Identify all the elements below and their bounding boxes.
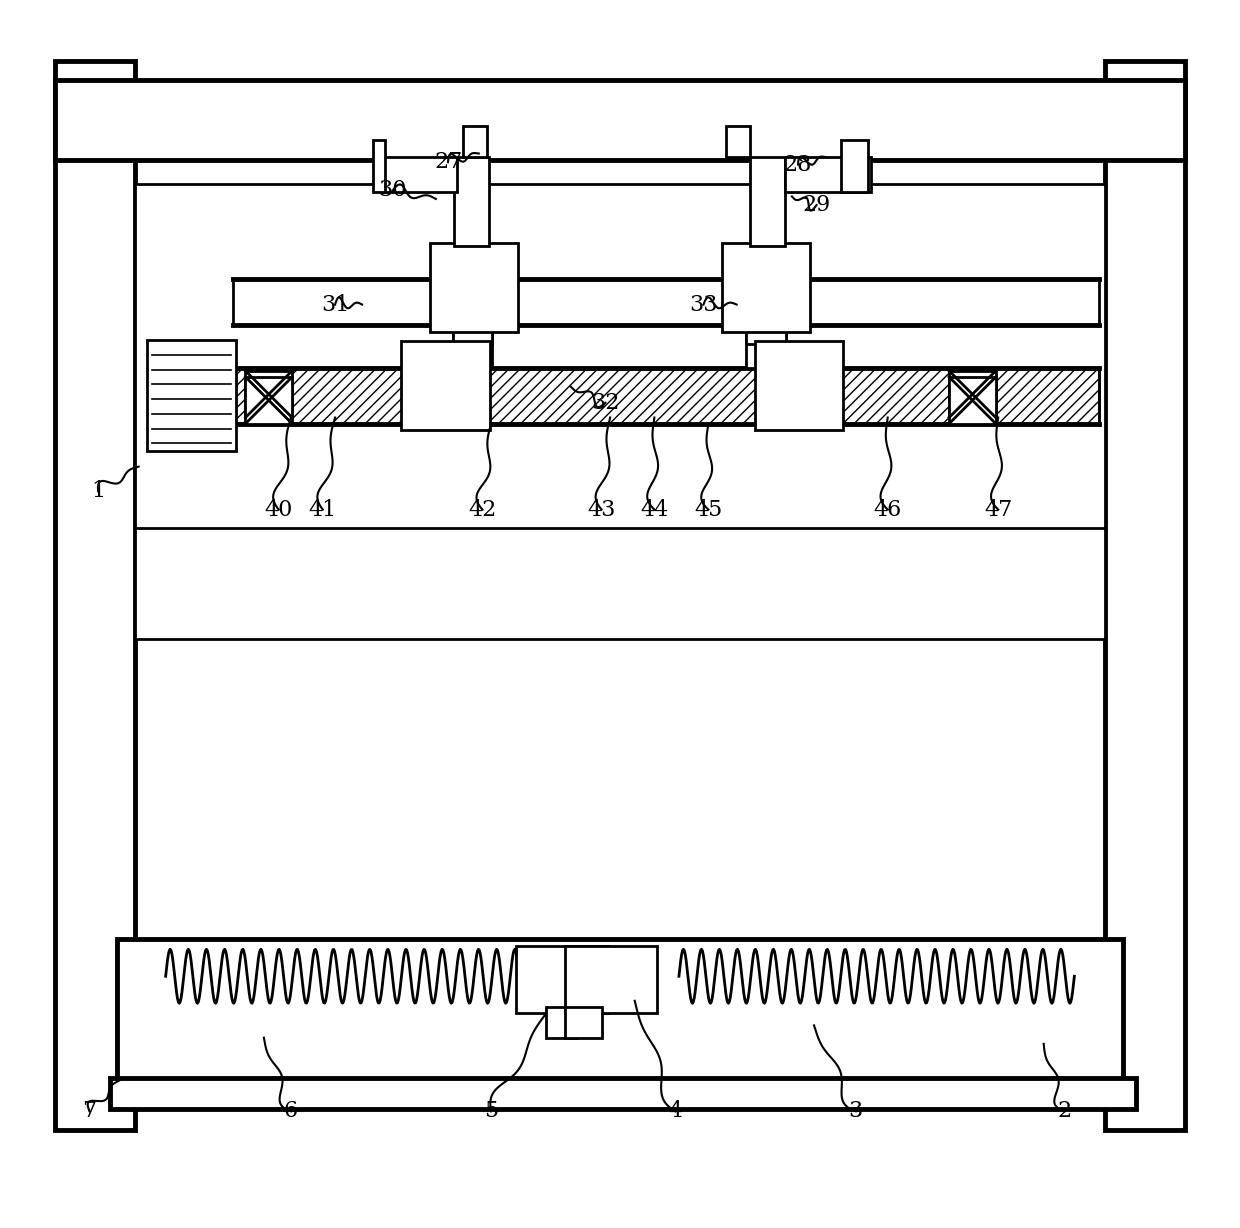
Bar bbox=[547, 1007, 577, 1038]
Bar bbox=[135, 184, 1105, 534]
Text: 2: 2 bbox=[1058, 1100, 1071, 1122]
Text: 29: 29 bbox=[802, 194, 831, 216]
Bar bbox=[750, 157, 785, 246]
Text: 47: 47 bbox=[985, 499, 1012, 521]
Text: 5: 5 bbox=[484, 1100, 498, 1122]
Text: 32: 32 bbox=[591, 392, 620, 414]
Bar bbox=[516, 946, 608, 1013]
Text: 6: 6 bbox=[284, 1100, 298, 1122]
Bar bbox=[1105, 61, 1185, 1130]
Bar bbox=[110, 1078, 1136, 1109]
Bar bbox=[373, 140, 386, 192]
Bar bbox=[233, 279, 1099, 325]
Bar bbox=[564, 1007, 601, 1038]
Bar bbox=[381, 157, 456, 192]
Bar bbox=[246, 371, 293, 418]
Bar bbox=[55, 80, 1185, 160]
Text: 46: 46 bbox=[873, 499, 901, 521]
Text: 44: 44 bbox=[640, 499, 668, 521]
Text: 3: 3 bbox=[848, 1100, 863, 1122]
Bar bbox=[463, 126, 487, 157]
Text: 27: 27 bbox=[434, 151, 463, 173]
Bar bbox=[453, 329, 492, 368]
Bar bbox=[454, 157, 489, 246]
Text: 43: 43 bbox=[588, 499, 616, 521]
Text: 40: 40 bbox=[264, 499, 293, 521]
Bar bbox=[785, 157, 870, 192]
Bar bbox=[949, 371, 996, 418]
Text: 7: 7 bbox=[82, 1100, 97, 1122]
Bar bbox=[148, 340, 236, 451]
Bar bbox=[154, 368, 1099, 424]
Text: 41: 41 bbox=[309, 499, 337, 521]
Bar bbox=[117, 939, 1123, 1087]
Text: 42: 42 bbox=[469, 499, 496, 521]
Bar bbox=[246, 377, 293, 424]
Bar bbox=[453, 328, 492, 344]
Text: 45: 45 bbox=[694, 499, 723, 521]
Bar bbox=[949, 377, 996, 424]
Bar bbox=[55, 61, 135, 1130]
Bar bbox=[746, 329, 786, 368]
Bar bbox=[402, 341, 490, 430]
Bar bbox=[564, 946, 657, 1013]
Bar bbox=[430, 243, 518, 332]
Bar bbox=[725, 126, 750, 157]
Bar bbox=[154, 368, 1099, 424]
Bar bbox=[746, 328, 786, 344]
Bar bbox=[841, 140, 868, 192]
Text: 1: 1 bbox=[91, 480, 105, 502]
Text: 33: 33 bbox=[689, 293, 718, 316]
Text: 30: 30 bbox=[378, 179, 407, 201]
Bar bbox=[722, 243, 811, 332]
Bar bbox=[135, 528, 1105, 639]
Text: 4: 4 bbox=[668, 1100, 682, 1122]
Text: 28: 28 bbox=[784, 154, 812, 176]
Text: 31: 31 bbox=[321, 293, 350, 316]
Bar bbox=[755, 341, 843, 430]
